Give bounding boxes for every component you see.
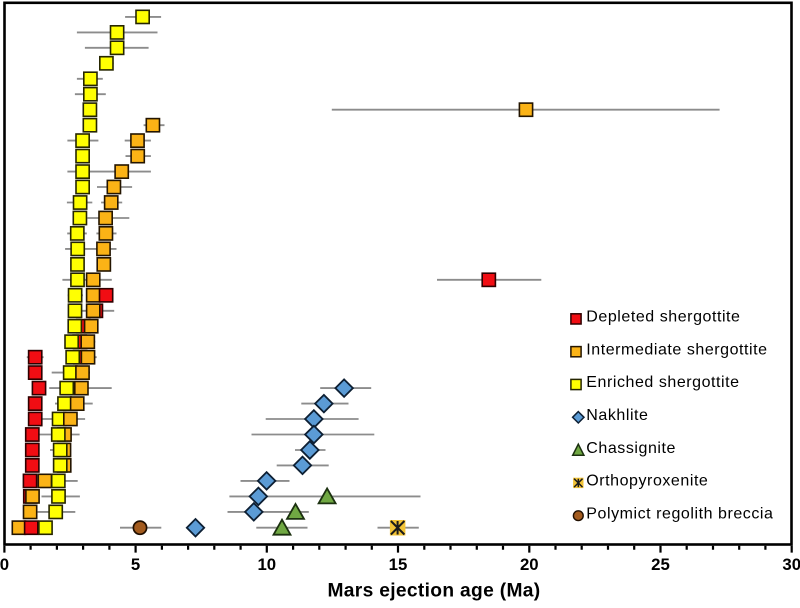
- svg-text:10: 10: [257, 555, 276, 574]
- svg-text:0: 0: [0, 555, 9, 574]
- svg-text:Enriched shergottite: Enriched shergottite: [586, 374, 739, 391]
- svg-text:Mars ejection age (Ma): Mars ejection age (Ma): [327, 580, 540, 601]
- svg-text:15: 15: [389, 555, 408, 574]
- svg-text:30: 30: [782, 555, 800, 574]
- svg-text:Orthopyroxenite: Orthopyroxenite: [586, 473, 708, 490]
- svg-text:20: 20: [520, 555, 539, 574]
- svg-text:Intermediate shergottite: Intermediate shergottite: [586, 341, 767, 358]
- svg-text:Chassignite: Chassignite: [586, 440, 676, 457]
- svg-text:5: 5: [131, 555, 140, 574]
- svg-text:Polymict regolith breccia: Polymict regolith breccia: [586, 505, 773, 522]
- svg-text:25: 25: [651, 555, 670, 574]
- svg-text:Depleted shergottite: Depleted shergottite: [586, 309, 740, 326]
- svg-text:Nakhlite: Nakhlite: [586, 407, 648, 424]
